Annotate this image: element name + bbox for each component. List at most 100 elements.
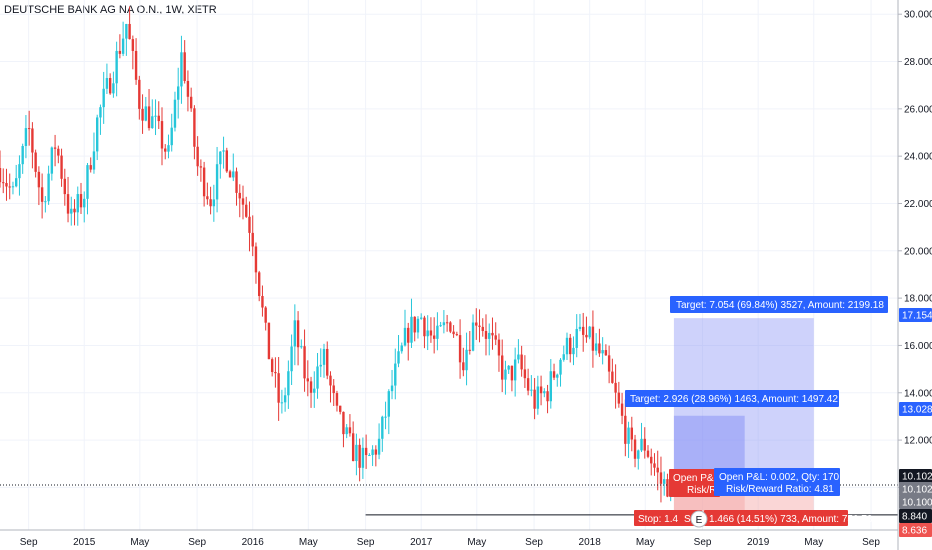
candle-body — [452, 331, 455, 335]
candle-body — [57, 148, 60, 156]
x-tick-label: May — [636, 537, 655, 548]
candle-body — [578, 326, 582, 329]
candle-body — [40, 187, 44, 202]
candle-body — [394, 363, 397, 386]
candle-body — [368, 455, 371, 457]
candle-body — [335, 393, 339, 406]
candle-body — [2, 182, 5, 184]
candle-body — [134, 50, 138, 80]
x-tick-label: 2018 — [579, 537, 602, 548]
candle-body — [549, 371, 553, 402]
candle-body — [151, 116, 154, 129]
candle-body — [526, 378, 530, 391]
x-tick-label: 2017 — [410, 537, 433, 548]
candle-body — [228, 171, 232, 178]
y-tick-label: 14.000 — [904, 388, 932, 399]
candle-body — [60, 155, 63, 179]
candle-body — [128, 23, 131, 40]
candle-body — [559, 359, 562, 375]
candle-body — [164, 148, 167, 152]
candle-body — [620, 403, 624, 416]
y-tick-label: 12.000 — [904, 436, 932, 447]
candle-body — [270, 359, 274, 373]
stop-right-label: 1.466 (14.51%) 733, Amount: 750.78 — [709, 514, 873, 525]
candle-body — [50, 147, 54, 174]
candle-body — [31, 128, 34, 153]
open-pl-blue-box — [714, 468, 840, 496]
y-tick-label: 20.000 — [904, 246, 932, 257]
risk-blue-label: Risk/Reward Ratio: 4.81 — [726, 484, 834, 495]
candle-body — [108, 78, 112, 94]
candle-body — [598, 343, 601, 354]
candle-body — [407, 327, 410, 343]
candle-body — [309, 381, 313, 393]
price-badge — [899, 495, 932, 509]
candle-body — [274, 372, 277, 374]
candle-body — [319, 364, 322, 367]
candle-body — [73, 208, 76, 213]
candle-body — [572, 347, 575, 355]
candle-body — [627, 427, 630, 444]
open-pl-red-box — [669, 469, 720, 497]
candle-body — [53, 147, 57, 149]
candle-body — [533, 389, 536, 409]
candle-body — [442, 322, 446, 326]
candle-body — [326, 348, 329, 376]
candle-body — [400, 345, 403, 352]
candle-body — [520, 354, 523, 370]
candle-body — [351, 433, 355, 462]
candle-body — [18, 164, 21, 179]
candle-body — [115, 50, 118, 84]
candle-body — [290, 346, 293, 372]
candle-body — [410, 316, 413, 343]
candle-body — [611, 371, 614, 383]
candle-body — [591, 326, 595, 351]
candle-body — [219, 151, 222, 165]
candle-body — [504, 369, 507, 380]
candle-body — [637, 450, 640, 459]
price-badge — [899, 308, 932, 322]
candle-body — [245, 204, 248, 217]
candle-body — [556, 374, 559, 378]
candle-body — [416, 318, 420, 333]
candle-body — [313, 388, 316, 393]
target-long-label: Target: 7.054 (69.84%) 3527, Amount: 219… — [676, 300, 884, 311]
candle-body — [617, 392, 621, 404]
candle-body — [484, 331, 488, 339]
candle-body — [283, 395, 287, 403]
price-badge-label: 8.840 — [902, 512, 927, 523]
y-tick-label: 24.000 — [904, 152, 932, 163]
candle-body — [624, 415, 627, 444]
price-badge — [899, 509, 932, 523]
candle-body — [264, 307, 267, 323]
candle-body — [552, 371, 556, 378]
candle-body — [21, 146, 24, 165]
candle-body — [267, 322, 271, 360]
candle-body — [513, 359, 517, 381]
price-axis-bg — [898, 0, 932, 550]
candle-body — [478, 325, 481, 327]
candle-body — [280, 402, 284, 404]
candle-body — [34, 152, 37, 172]
candle-body — [303, 346, 306, 379]
candle-body — [588, 326, 591, 338]
candle-body — [96, 117, 99, 152]
candle-body — [432, 335, 436, 339]
candle-body — [238, 192, 241, 199]
candle-body — [183, 52, 186, 81]
candle-body — [663, 479, 666, 484]
candle-body — [517, 354, 520, 360]
candle-body — [497, 339, 501, 356]
y-tick-label: 30.000 — [904, 10, 932, 21]
x-tick-label: May — [130, 537, 149, 548]
candle-body — [76, 194, 79, 213]
candle-body — [666, 479, 669, 497]
x-tick-label: Sep — [357, 537, 375, 548]
candle-body — [102, 88, 105, 108]
candle-body — [261, 296, 264, 308]
candle-body — [189, 96, 193, 109]
stop-left-label: Stop: 1.4 — [638, 514, 678, 525]
stop-right-box — [704, 510, 848, 526]
